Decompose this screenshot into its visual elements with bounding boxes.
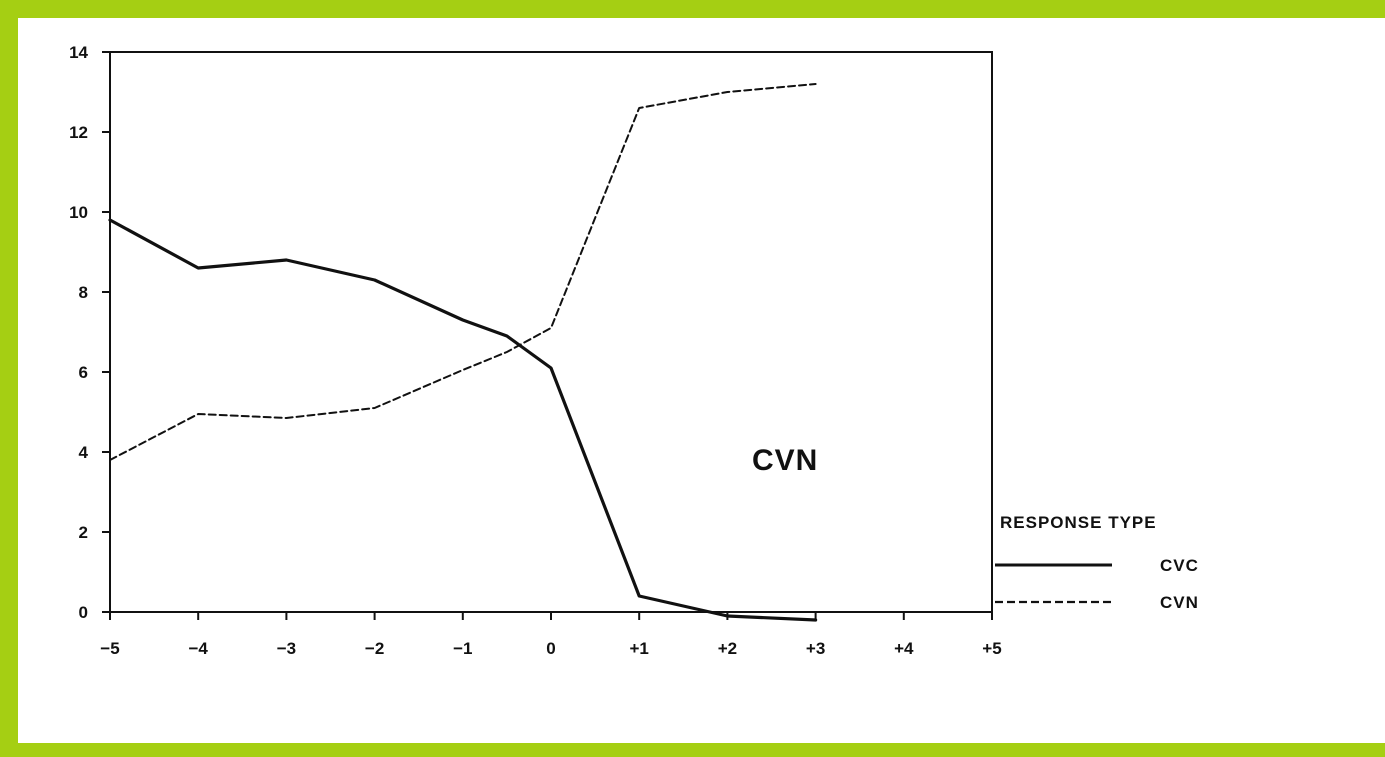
x-tick-label: +4: [894, 639, 914, 658]
x-tick-label: −4: [189, 639, 209, 658]
y-tick-label: 8: [79, 283, 88, 302]
x-tick-label: −1: [453, 639, 472, 658]
x-tick-label: −5: [100, 639, 119, 658]
y-tick-label: 14: [69, 43, 88, 62]
x-tick-label: 0: [546, 639, 555, 658]
y-tick-label: 12: [69, 123, 88, 142]
legend-title: RESPONSE TYPE: [1000, 513, 1157, 532]
x-tick-label: −2: [365, 639, 384, 658]
y-tick-label: 0: [79, 603, 88, 622]
plot-border: [109, 51, 993, 613]
x-tick-label: −3: [277, 639, 296, 658]
x-tick-label: +2: [718, 639, 737, 658]
x-tick-label: +5: [982, 639, 1001, 658]
chart-annotation: CVN: [752, 444, 818, 477]
series-line-cvc: [108, 218, 818, 622]
y-tick-label: 2: [79, 523, 88, 542]
y-tick-label: 10: [69, 203, 88, 222]
series-lines: [108, 83, 818, 622]
series-line-cvn: [109, 83, 817, 461]
legend: RESPONSE TYPE CVC CVN: [995, 513, 1199, 612]
x-axis: −5 −4 −3 −2 −1 0 +1 +2 +3 +4 +5: [100, 612, 1002, 658]
chart-axes: [109, 51, 993, 613]
legend-label-cvn: CVN: [1160, 593, 1199, 612]
x-tick-label: +1: [630, 639, 649, 658]
y-tick-label: 4: [79, 443, 89, 462]
legend-label-cvc: CVC: [1160, 556, 1199, 575]
y-tick-label: 6: [79, 363, 88, 382]
x-tick-label: +3: [806, 639, 825, 658]
y-axis: 0 2 4 6 8 10 12 14: [69, 43, 110, 622]
